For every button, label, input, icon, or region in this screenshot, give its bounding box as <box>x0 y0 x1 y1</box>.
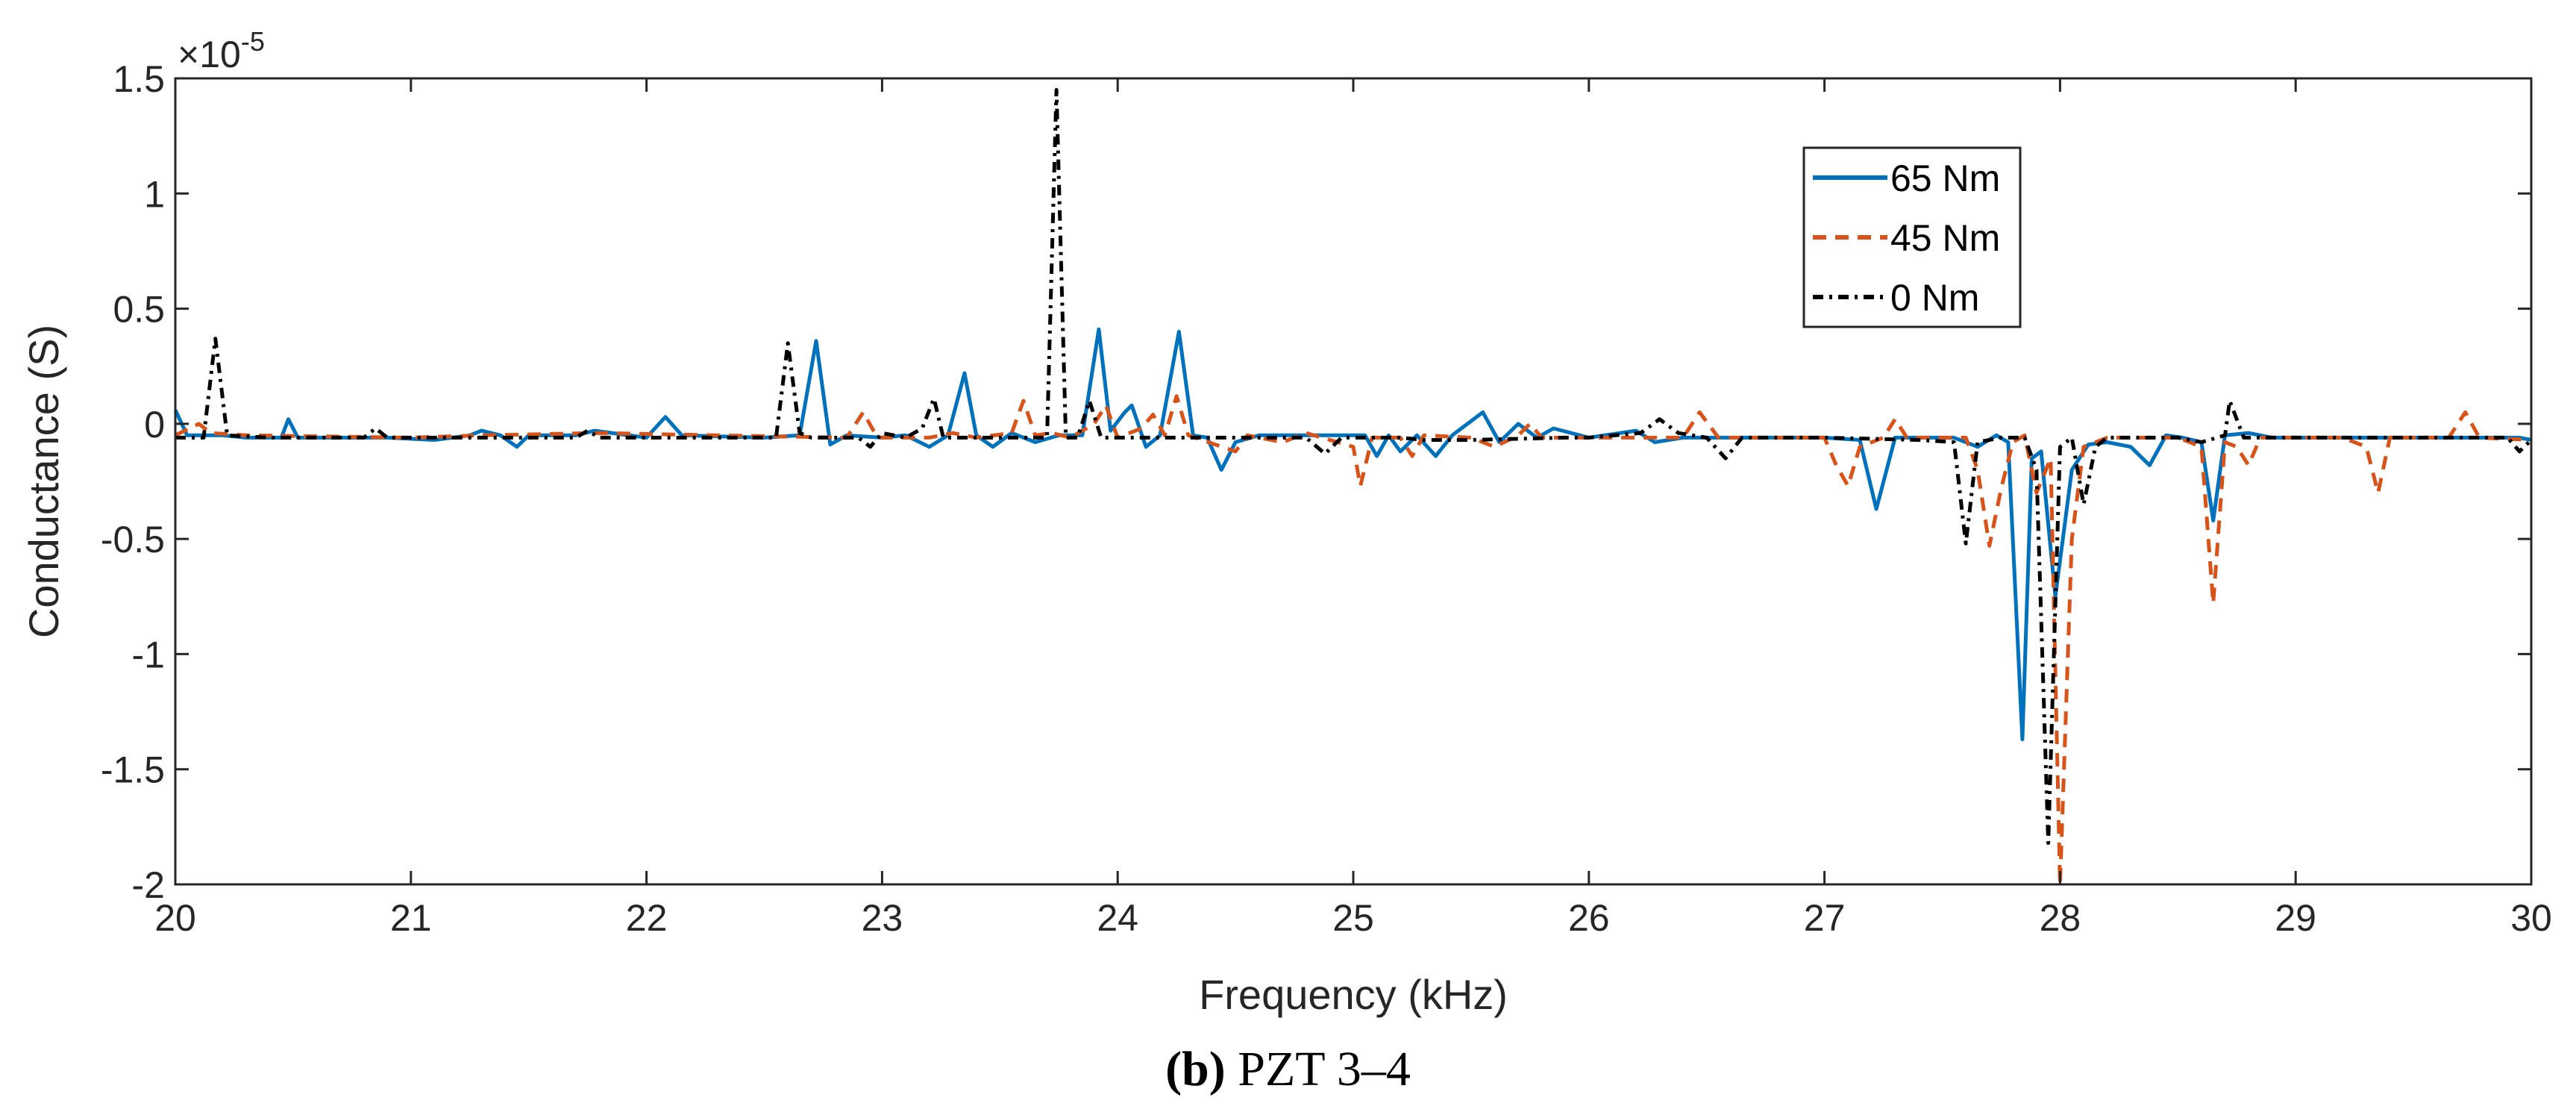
x-tick-label: 27 <box>1804 897 1846 939</box>
y-tick-label: -2 <box>132 864 165 906</box>
x-tick-label: 24 <box>1097 897 1138 939</box>
x-tick-label: 21 <box>390 897 432 939</box>
x-tick-label: 25 <box>1332 897 1374 939</box>
x-tick-label: 28 <box>2040 897 2081 939</box>
y-tick-label: -1 <box>132 634 165 675</box>
x-tick-label: 29 <box>2275 897 2316 939</box>
series-layer <box>173 87 2533 887</box>
y-exponent-label: ×10-5 <box>178 26 265 75</box>
y-tick-label: 1 <box>144 173 165 215</box>
x-tick-label: 30 <box>2510 897 2552 939</box>
y-exponent-power: -5 <box>241 26 265 57</box>
series-line-0-nm <box>175 87 2533 845</box>
plot-background <box>175 78 2531 884</box>
x-tick-label: 20 <box>154 897 196 939</box>
x-axis-label: Frequency (kHz) <box>1199 971 1508 1018</box>
x-tick-label: 22 <box>626 897 668 939</box>
y-tick-label: 0 <box>144 404 165 446</box>
y-tick-label: 0.5 <box>113 289 165 331</box>
y-tick-label: -1.5 <box>101 749 165 791</box>
x-tick-label: 23 <box>862 897 903 939</box>
y-axis-label: Conductance (S) <box>20 325 67 638</box>
x-tick-label: 26 <box>1568 897 1610 939</box>
legend: 65 Nm 45 Nm 0 Nm <box>1802 146 2022 328</box>
y-tick-label: -0.5 <box>101 519 165 560</box>
legend-label-45nm: 45 Nm <box>1890 217 2000 259</box>
x-axis: 20 21 22 23 24 25 26 27 28 29 30 <box>154 78 2552 939</box>
y-axis: -2 -1.5 -1 -0.5 0 0.5 1 1.5 <box>101 58 2531 906</box>
legend-label-0nm: 0 Nm <box>1890 277 1979 319</box>
figure-caption: (b) PZT 3–4 <box>0 1041 2576 1098</box>
legend-label-65nm: 65 Nm <box>1890 157 2000 199</box>
caption-text: PZT 3–4 <box>1225 1042 1411 1096</box>
caption-label: (b) <box>1165 1042 1226 1096</box>
y-tick-label: 1.5 <box>113 58 165 100</box>
chart: 20 21 22 23 24 25 26 27 28 29 30 -2 -1.5 -1 -0.5 0 0.5 1… <box>20 26 2552 1018</box>
